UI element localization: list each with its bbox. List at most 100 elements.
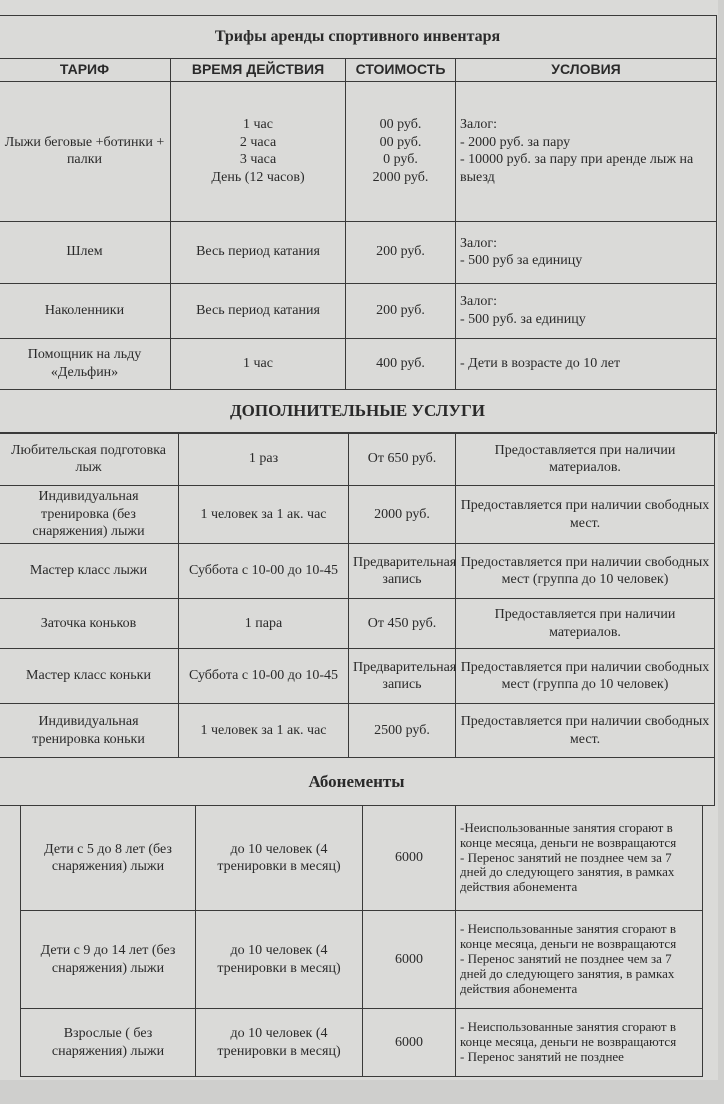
condition-line: - 500 руб за единицу bbox=[460, 253, 583, 268]
price-cell: Предварительная запись bbox=[348, 543, 456, 599]
rental-title: Трифы аренды спортивного инвентаря bbox=[0, 15, 717, 59]
time-cell: до 10 человек (4 тренировки в месяц) bbox=[195, 805, 363, 911]
conditions-cell: Предоставляется при наличии материалов. bbox=[455, 598, 715, 649]
price-line: 2000 руб. bbox=[372, 169, 429, 185]
condition-line: - Перенос занятий не позднее чем за 7 дн… bbox=[460, 951, 675, 996]
price-cell: 6000 bbox=[362, 805, 456, 911]
table-row: Взрослые ( без снаряжения) лыжи до 10 чел… bbox=[20, 1008, 703, 1077]
time-cell: 1 пара bbox=[178, 598, 349, 649]
time-cell: 1 час 2 часа 3 часа День (12 часов) bbox=[170, 80, 346, 222]
subs-title: Абонементы bbox=[0, 757, 715, 806]
table-row: Мастер класс коньки Суббота с 10-00 до 10… bbox=[0, 648, 715, 704]
header-conditions: УСЛОВИЯ bbox=[455, 58, 717, 82]
conditions-cell: Залог: - 2000 руб. за пару - 10000 руб. за… bbox=[455, 80, 717, 222]
time-cell: до 10 человек (4 тренировки в месяц) bbox=[195, 910, 363, 1009]
price-cell: 6000 bbox=[362, 910, 456, 1009]
service-name-cell: Индивидуальная тренировка (без снаряжени… bbox=[0, 485, 179, 544]
price-cell: 2000 руб. bbox=[348, 485, 456, 544]
time-line: 1 час bbox=[243, 117, 273, 132]
condition-line: - Перенос занятий не позднее bbox=[460, 1048, 624, 1064]
time-cell: до 10 человек (4 тренировки в месяц) bbox=[195, 1008, 363, 1077]
condition-line: Залог: bbox=[460, 235, 497, 251]
condition-line: Залог: bbox=[460, 294, 497, 309]
conditions-cell: Предоставляется при наличии свободных ме… bbox=[455, 648, 715, 704]
price-cell: 6000 bbox=[362, 1008, 456, 1077]
conditions-cell: - Неиспользованные занятия сгорают в кон… bbox=[455, 1008, 703, 1077]
price-line: 00 руб. bbox=[379, 134, 422, 150]
table-row: Дети с 9 до 14 лет (без снаряжения) лыжи… bbox=[20, 910, 703, 1009]
time-line: 2 часа bbox=[239, 134, 277, 150]
table-row: Шлем Весь период катания 200 руб. Залог: - 5… bbox=[0, 220, 717, 284]
tariff-cell: Лыжи беговые +ботинки + палки bbox=[0, 80, 171, 222]
time-line: День (12 часов) bbox=[211, 169, 305, 185]
time-cell: Весь период катания bbox=[170, 220, 346, 284]
table-row: Наколенники Весь период катания 200 руб. За… bbox=[0, 282, 717, 339]
price-line: 0 руб. bbox=[383, 152, 418, 167]
conditions-cell: Предоставляется при наличии материалов. bbox=[455, 432, 715, 486]
time-line: Весь период катания bbox=[196, 302, 320, 318]
time-cell: Весь период катания bbox=[170, 282, 346, 339]
table-row: Индивидуальная тренировка (без снаряжени… bbox=[0, 485, 715, 544]
conditions-cell: - Неиспользованные занятия сгорают в кон… bbox=[455, 910, 703, 1009]
price-cell: 00 руб. 00 руб. 0 руб. 2000 руб. bbox=[345, 80, 456, 222]
service-name-cell: Заточка коньков bbox=[0, 598, 179, 649]
table-row: Помощник на льду «Дельфин» 1 час 400 руб. -… bbox=[0, 337, 717, 390]
table-row: Лыжи беговые +ботинки + палки 1 час 2 часа… bbox=[0, 80, 717, 222]
subscriptions-table: Дети с 5 до 8 лет (без снаряжения) лыжи д… bbox=[20, 805, 703, 1077]
conditions-cell: Предоставляется при наличии свободных ме… bbox=[455, 485, 715, 544]
condition-line: - Неиспользованные занятия сгорают в кон… bbox=[460, 921, 677, 952]
tariff-cell: Наколенники bbox=[0, 282, 171, 339]
price-cell: 200 руб. bbox=[345, 282, 456, 339]
time-cell: 1 человек за 1 ак. час bbox=[178, 703, 349, 758]
price-cell: 2500 руб. bbox=[348, 703, 456, 758]
price-line: 00 руб. bbox=[379, 117, 422, 132]
condition-line: -Неиспользованные занятия сгорают в конц… bbox=[460, 819, 677, 850]
conditions-cell: Предоставляется при наличии свободных ме… bbox=[455, 703, 715, 758]
header-price: СТОИМОСТЬ bbox=[345, 58, 456, 82]
price-line: 400 руб. bbox=[376, 355, 425, 371]
subscription-name-cell: Дети с 5 до 8 лет (без снаряжения) лыжи bbox=[20, 805, 196, 911]
service-name-cell: Мастер класс коньки bbox=[0, 648, 179, 704]
service-name-cell: Мастер класс лыжи bbox=[0, 543, 179, 599]
table-row: Заточка коньков 1 пара От 450 руб. Предоста… bbox=[0, 598, 715, 649]
time-line: 3 часа bbox=[239, 152, 277, 167]
time-cell: 1 человек за 1 ак. час bbox=[178, 485, 349, 544]
condition-line: - Неиспользованные занятия сгорают в кон… bbox=[460, 1019, 677, 1050]
price-cell: 400 руб. bbox=[345, 337, 456, 390]
subscription-name-cell: Дети с 9 до 14 лет (без снаряжения) лыжи bbox=[20, 910, 196, 1009]
tariff-cell: Помощник на льду «Дельфин» bbox=[0, 337, 171, 390]
table-row: Любительская подготовка лыж 1 раз От 650 р… bbox=[0, 432, 715, 486]
conditions-cell: Залог: - 500 руб за единицу bbox=[455, 220, 717, 284]
condition-line: - 10000 руб. за пару при аренде лыж на в… bbox=[460, 152, 694, 185]
condition-line: - 500 руб. за единицу bbox=[460, 311, 586, 327]
header-time: ВРЕМЯ ДЕЙСТВИЯ bbox=[170, 58, 346, 82]
time-cell: Суббота с 10-00 до 10-45 bbox=[178, 648, 349, 704]
service-name-cell: Индивидуальная тренировка коньки bbox=[0, 703, 179, 758]
time-cell: 1 раз bbox=[178, 432, 349, 486]
price-line: 200 руб. bbox=[376, 302, 425, 318]
rental-table: Трифы аренды спортивного инвентаря ТАРИФ… bbox=[0, 15, 717, 434]
table-row: Индивидуальная тренировка коньки 1 челове… bbox=[0, 703, 715, 758]
price-cell: Предварительная запись bbox=[348, 648, 456, 704]
time-line: 1 час bbox=[243, 355, 273, 371]
time-cell: Суббота с 10-00 до 10-45 bbox=[178, 543, 349, 599]
subscription-name-cell: Взрослые ( без снаряжения) лыжи bbox=[20, 1008, 196, 1077]
conditions-cell: - Дети в возрасте до 10 лет bbox=[455, 337, 717, 390]
header-tariff: ТАРИФ bbox=[0, 58, 171, 82]
tariff-cell: Шлем bbox=[0, 220, 171, 284]
time-line: Весь период катания bbox=[196, 244, 320, 260]
price-cell: 200 руб. bbox=[345, 220, 456, 284]
condition-line: - 2000 руб. за пару bbox=[460, 134, 571, 150]
conditions-cell: Предоставляется при наличии свободных ме… bbox=[455, 543, 715, 599]
condition-line: - Перенос занятий не позднее чем за 7 дн… bbox=[460, 849, 675, 895]
conditions-cell: -Неиспользованные занятия сгорают в конц… bbox=[455, 805, 703, 911]
conditions-cell: Залог: - 500 руб. за единицу bbox=[455, 282, 717, 339]
price-cell: От 650 руб. bbox=[348, 432, 456, 486]
price-cell: От 450 руб. bbox=[348, 598, 456, 649]
extra-services-table: Любительская подготовка лыж 1 раз От 650 р… bbox=[0, 432, 715, 806]
table-row: Дети с 5 до 8 лет (без снаряжения) лыжи д… bbox=[20, 805, 703, 911]
extra-title: ДОПОЛНИТЕЛЬНЫЕ УСЛУГИ bbox=[0, 388, 717, 434]
condition-line: - Дети в возрасте до 10 лет bbox=[460, 355, 621, 371]
service-name-cell: Любительская подготовка лыж bbox=[0, 432, 179, 486]
condition-line: Залог: bbox=[460, 117, 497, 132]
